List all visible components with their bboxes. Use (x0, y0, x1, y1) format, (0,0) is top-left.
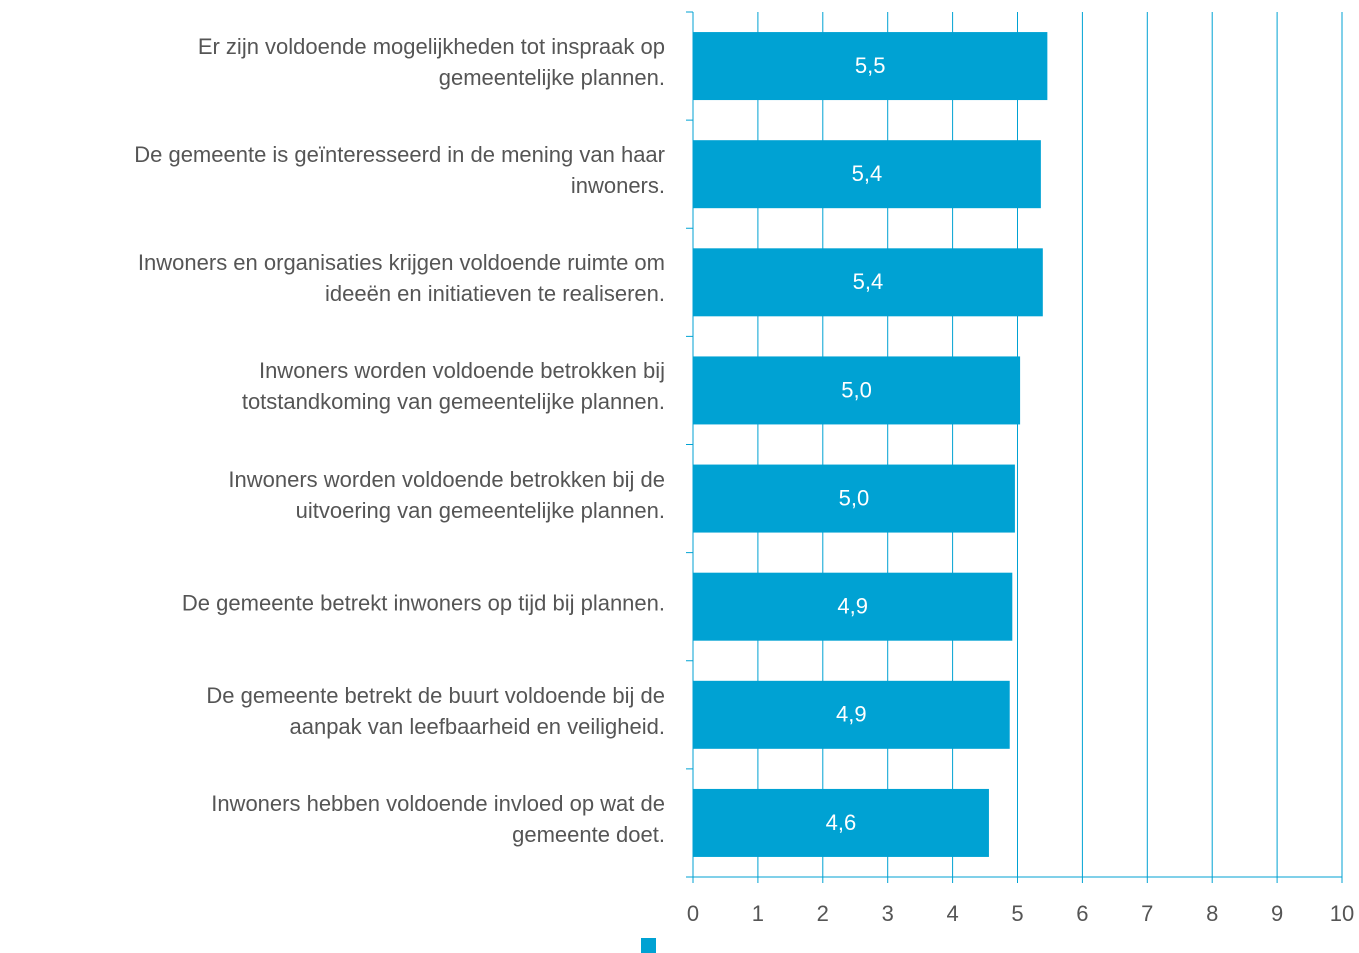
bar (693, 32, 1048, 101)
value-label: 5,0 (841, 377, 872, 402)
value-label: 4,6 (826, 810, 857, 835)
category-label: Inwoners worden voldoende betrokken bij … (228, 466, 665, 523)
bar (693, 356, 1021, 425)
value-label: 5,4 (852, 161, 883, 186)
x-tick-label: 2 (817, 901, 829, 926)
bar (693, 248, 1043, 317)
bar (693, 464, 1015, 533)
x-tick-label: 9 (1271, 901, 1283, 926)
category-label: Er zijn voldoende mogelijkheden tot insp… (197, 34, 665, 91)
value-label: 5,0 (839, 485, 870, 510)
x-tick-label: 0 (687, 901, 699, 926)
bar (693, 572, 1013, 641)
x-tick-label: 10 (1330, 901, 1354, 926)
value-label: 4,9 (836, 702, 867, 727)
value-label: 4,9 (837, 594, 868, 619)
category-label: De gemeente betrekt de buurt voldoende b… (206, 682, 665, 739)
x-tick-label: 3 (882, 901, 894, 926)
value-label: 5,4 (853, 269, 884, 294)
category-label: Inwoners hebben voldoende invloed op wat… (211, 790, 665, 847)
bar (693, 788, 989, 857)
x-tick-label: 8 (1206, 901, 1218, 926)
x-tick-label: 1 (752, 901, 764, 926)
x-tick-label: 4 (946, 901, 958, 926)
legend-swatch (641, 938, 656, 953)
category-label: De gemeente betrekt inwoners op tijd bij… (181, 590, 665, 616)
x-tick-label: 5 (1011, 901, 1023, 926)
category-label: Inwoners worden voldoende betrokken bij … (241, 358, 665, 415)
value-label: 5,5 (855, 53, 886, 78)
category-label: Inwoners en organisaties krijgen voldoen… (137, 250, 665, 307)
category-label: De gemeente is geïnteresseerd in de meni… (134, 142, 665, 199)
x-tick-label: 7 (1141, 901, 1153, 926)
bar (693, 140, 1041, 209)
x-tick-label: 6 (1076, 901, 1088, 926)
bar (693, 680, 1010, 749)
